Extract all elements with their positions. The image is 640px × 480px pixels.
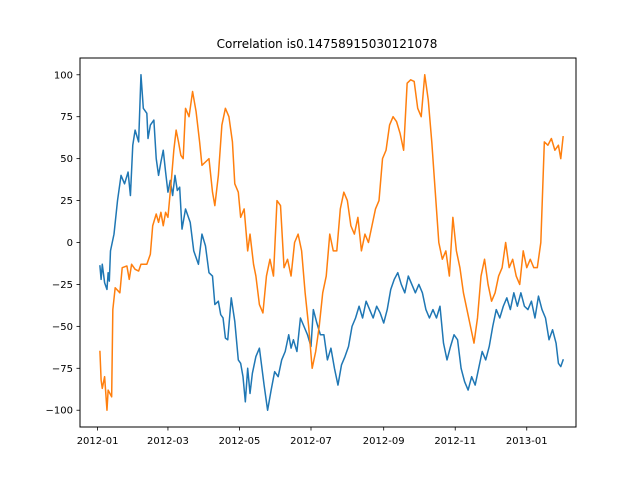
x-tick-label: 2012-07 (290, 436, 332, 447)
y-tick-label: −100 (46, 406, 73, 417)
x-tick-label: 2012-01 (77, 436, 119, 447)
y-tick-label: −25 (52, 280, 73, 291)
y-tick-label: −50 (52, 322, 73, 333)
x-tick-label: 2012-09 (363, 436, 405, 447)
series-layer (99, 74, 565, 411)
x-tick-label: 2012-05 (219, 436, 261, 447)
x-tick-label: 2012-03 (147, 436, 189, 447)
y-axis: −100 −75 −50 −25 0 25 50 75 100 (46, 70, 80, 417)
series-line-2 (99, 74, 564, 411)
x-tick-label: 2013-01 (506, 436, 548, 447)
y-tick-label: 100 (54, 70, 73, 81)
y-tick-label: 25 (60, 196, 73, 207)
y-tick-label: 50 (60, 154, 73, 165)
chart-title: Correlation is0.14758915030121078 (217, 37, 438, 51)
y-tick-label: 0 (67, 238, 73, 249)
x-tick-label: 2012-11 (434, 436, 476, 447)
y-tick-label: 75 (60, 112, 73, 123)
y-tick-label: −75 (52, 364, 73, 375)
x-axis: 2012-01 2012-03 2012-05 2012-07 2012-09 2012-… (77, 427, 548, 447)
